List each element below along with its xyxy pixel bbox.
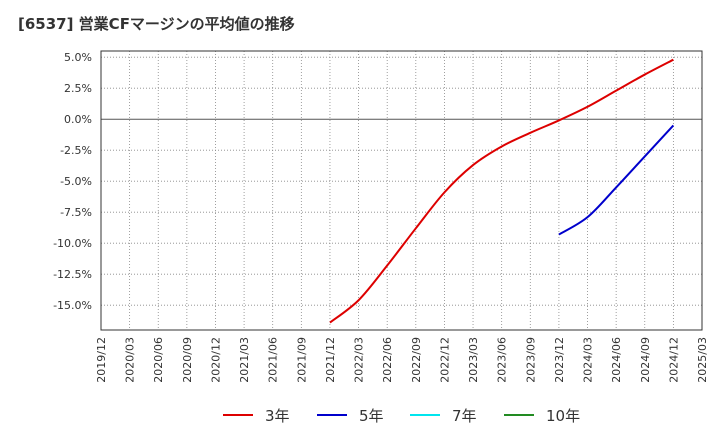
y-tick-label: 2.5% xyxy=(64,82,92,95)
y-tick-label: -2.5% xyxy=(60,144,92,157)
y-tick-label: 0.0% xyxy=(64,113,92,126)
x-tick-label: 2024/06 xyxy=(610,337,623,383)
x-tick-label: 2021/12 xyxy=(324,337,337,383)
x-tick-label: 2020/03 xyxy=(124,337,137,383)
x-tick-label: 2022/09 xyxy=(410,337,423,383)
legend-item-7y: 7年 xyxy=(410,404,477,426)
legend: 3年 5年 7年 10年 xyxy=(0,404,720,426)
x-tick-label: 2023/09 xyxy=(524,337,537,383)
x-tick-label: 2020/06 xyxy=(152,337,165,383)
legend-swatch-3y xyxy=(223,414,253,416)
y-tick-label: -5.0% xyxy=(60,175,92,188)
legend-item-5y: 5年 xyxy=(317,404,384,426)
legend-swatch-5y xyxy=(317,414,347,416)
y-tick-label: -10.0% xyxy=(53,237,92,250)
x-tick-label: 2024/12 xyxy=(667,337,680,383)
legend-label-5y: 5年 xyxy=(359,406,384,425)
x-tick-label: 2022/06 xyxy=(381,337,394,383)
series-line-1 xyxy=(329,58,674,324)
x-tick-label: 2024/03 xyxy=(582,337,595,383)
x-tick-label: 2019/12 xyxy=(95,337,108,383)
plot-frame xyxy=(100,50,703,331)
y-tick-label: -12.5% xyxy=(53,268,92,281)
x-tick-label: 2021/09 xyxy=(295,337,308,383)
y-tick-label: -7.5% xyxy=(60,206,92,219)
x-tick-label: 2021/06 xyxy=(267,337,280,383)
x-tick-label: 2023/03 xyxy=(467,337,480,383)
x-tick-label: 2021/03 xyxy=(238,337,251,383)
legend-label-7y: 7年 xyxy=(452,406,477,425)
x-tick-label: 2023/12 xyxy=(553,337,566,383)
x-tick-label: 2022/03 xyxy=(353,337,366,383)
legend-label-10y: 10年 xyxy=(546,406,581,425)
y-tick-label: 5.0% xyxy=(64,51,92,64)
x-tick-label: 2025/03 xyxy=(696,337,709,383)
chart-title: [6537] 営業CFマージンの平均値の推移 xyxy=(18,15,295,33)
legend-item-3y: 3年 xyxy=(223,404,290,426)
x-tick-label: 2024/09 xyxy=(639,337,652,383)
y-tick-label: -15.0% xyxy=(53,299,92,312)
series-line-2 xyxy=(558,124,675,236)
legend-label-3y: 3年 xyxy=(265,406,290,425)
x-tick-label: 2020/09 xyxy=(181,337,194,383)
x-tick-label: 2023/06 xyxy=(496,337,509,383)
x-tick-label: 2022/12 xyxy=(438,337,451,383)
legend-swatch-7y xyxy=(410,414,440,416)
x-tick-label: 2020/12 xyxy=(209,337,222,383)
legend-swatch-10y xyxy=(504,414,534,416)
legend-item-10y: 10年 xyxy=(504,404,580,426)
plot-background xyxy=(101,51,702,330)
